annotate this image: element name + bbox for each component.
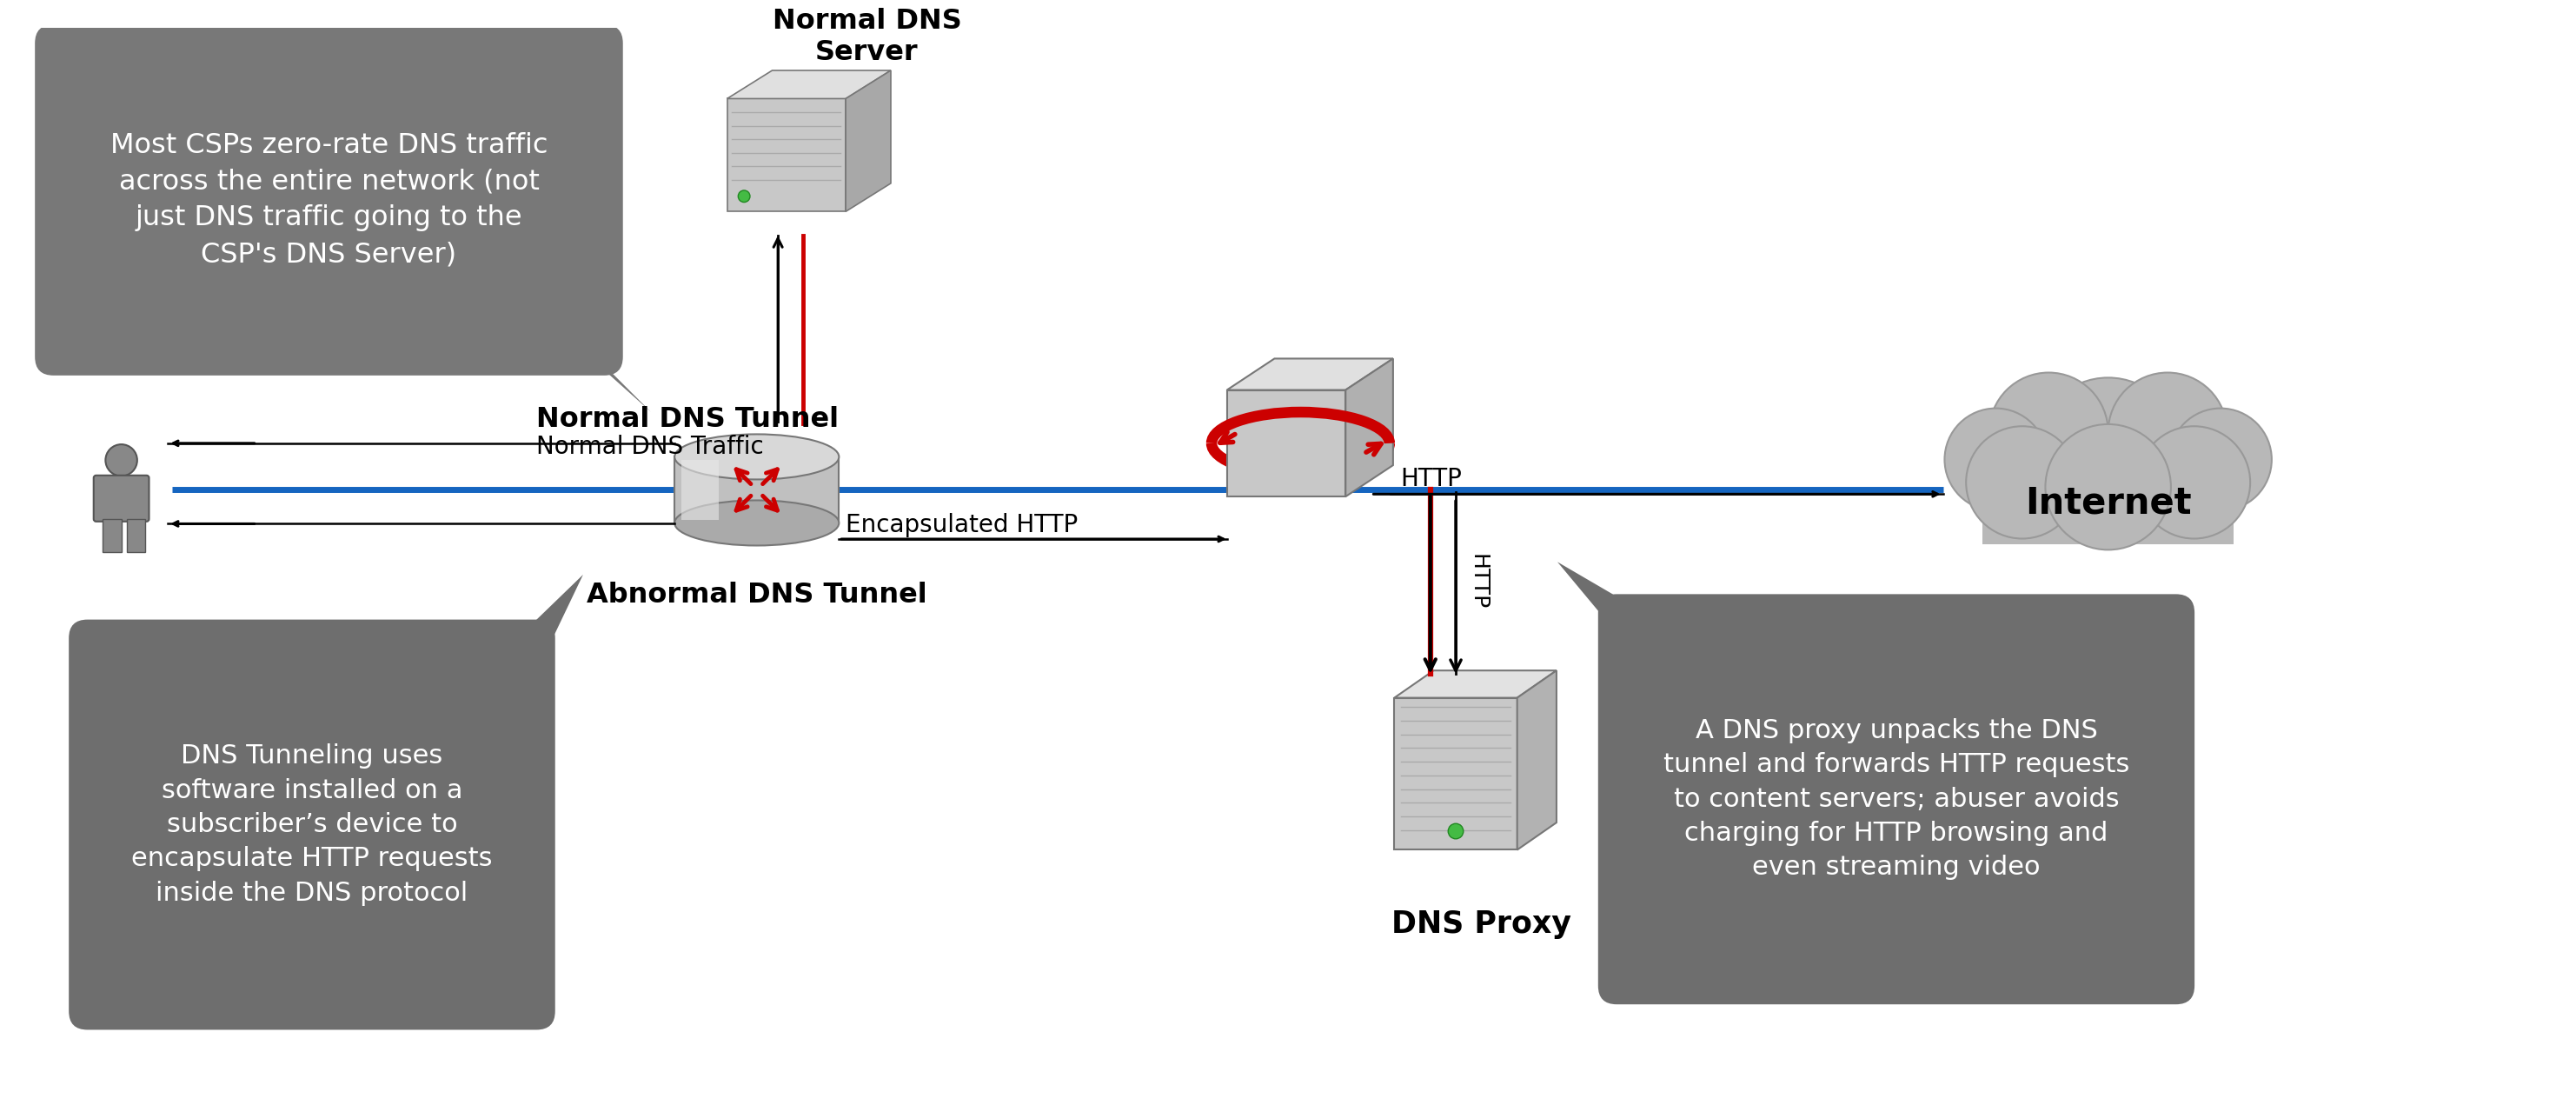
Circle shape: [1448, 824, 1463, 838]
Circle shape: [106, 445, 137, 476]
Ellipse shape: [675, 500, 840, 546]
Text: HTTP: HTTP: [1468, 554, 1489, 609]
Circle shape: [2138, 426, 2251, 538]
FancyBboxPatch shape: [726, 99, 845, 211]
FancyBboxPatch shape: [1984, 457, 2233, 544]
Text: Encapsulated HTTP: Encapsulated HTTP: [845, 514, 1077, 537]
Polygon shape: [507, 575, 582, 672]
FancyBboxPatch shape: [36, 24, 623, 376]
Circle shape: [2045, 424, 2172, 549]
Text: DNS Tunneling uses
software installed on a
subscriber’s device to
encapsulate HT: DNS Tunneling uses software installed on…: [131, 744, 492, 905]
Polygon shape: [1517, 671, 1556, 850]
Text: Normal DNS
Server: Normal DNS Server: [773, 8, 961, 66]
Polygon shape: [569, 340, 652, 411]
FancyBboxPatch shape: [1394, 698, 1517, 850]
Polygon shape: [1558, 562, 1659, 648]
Circle shape: [2107, 373, 2228, 492]
Text: Normal DNS Traffic: Normal DNS Traffic: [536, 435, 765, 459]
Text: A DNS proxy unpacks the DNS
tunnel and forwards HTTP requests
to content servers: A DNS proxy unpacks the DNS tunnel and f…: [1664, 718, 2130, 881]
Circle shape: [1989, 373, 2107, 492]
Polygon shape: [845, 70, 891, 211]
Polygon shape: [726, 70, 891, 99]
Text: HTTP: HTTP: [1401, 467, 1463, 492]
FancyBboxPatch shape: [1597, 594, 2195, 1004]
Circle shape: [1965, 426, 2079, 538]
Polygon shape: [1226, 358, 1394, 390]
Text: Most CSPs zero-rate DNS traffic
across the entire network (not
just DNS traffic : Most CSPs zero-rate DNS traffic across t…: [111, 132, 549, 268]
Text: Normal DNS Tunnel: Normal DNS Tunnel: [536, 406, 840, 433]
FancyBboxPatch shape: [93, 476, 149, 522]
FancyBboxPatch shape: [675, 457, 840, 523]
Polygon shape: [1345, 358, 1394, 497]
FancyBboxPatch shape: [1226, 390, 1345, 497]
FancyBboxPatch shape: [70, 619, 556, 1030]
Circle shape: [739, 190, 750, 202]
FancyBboxPatch shape: [683, 460, 719, 519]
Text: Abnormal DNS Tunnel: Abnormal DNS Tunnel: [587, 582, 927, 608]
Polygon shape: [1394, 671, 1556, 698]
Circle shape: [2169, 408, 2272, 510]
Text: Internet: Internet: [2025, 485, 2192, 520]
Circle shape: [2035, 378, 2182, 523]
Circle shape: [1945, 408, 2048, 510]
Text: DNS Proxy: DNS Proxy: [1391, 910, 1571, 939]
Ellipse shape: [675, 434, 840, 479]
FancyBboxPatch shape: [126, 519, 147, 553]
FancyBboxPatch shape: [103, 519, 121, 553]
